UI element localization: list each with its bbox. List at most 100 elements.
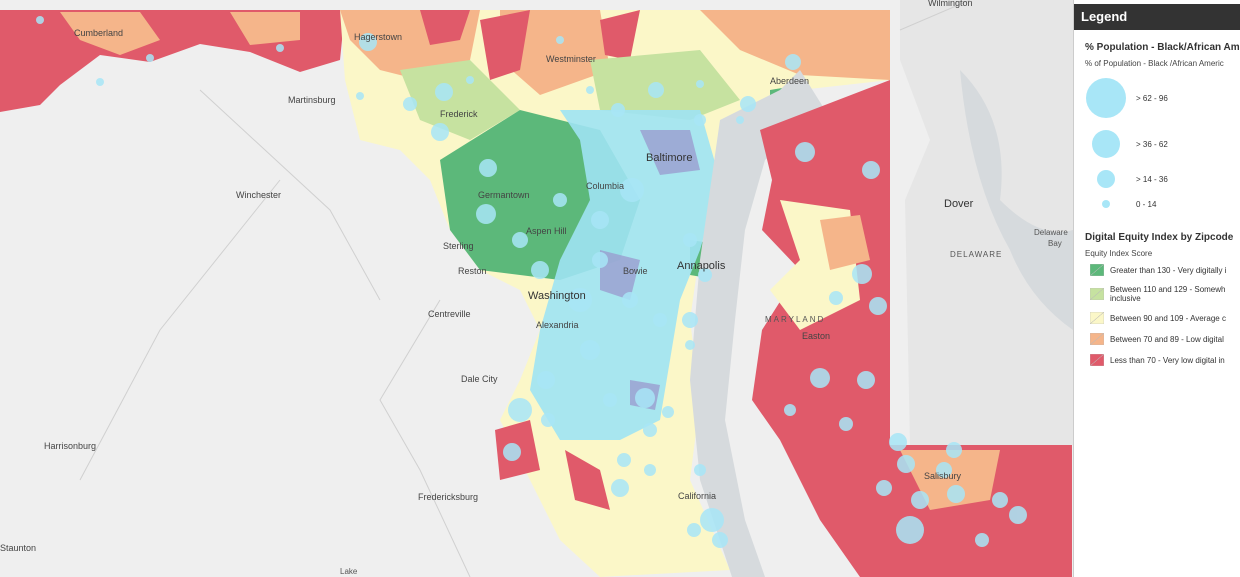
legend-label: Less than 70 - Very low digital in xyxy=(1110,355,1225,365)
population-circle xyxy=(862,161,880,179)
legend-circle xyxy=(1097,170,1115,188)
legend-label-block: Between 110 and 129 - Somewh inclusive xyxy=(1110,285,1225,303)
legend-row: Between 90 and 109 - Average c xyxy=(1074,312,1240,324)
population-circle xyxy=(276,44,284,52)
population-circle xyxy=(586,86,594,94)
population-circle xyxy=(975,533,989,547)
place-label: Harrisonburg xyxy=(44,441,96,451)
water-label: Bay xyxy=(1048,239,1062,248)
place-label: Staunton xyxy=(0,543,36,553)
zip-low xyxy=(60,12,300,55)
legend-row: 0 - 14 xyxy=(1074,194,1240,214)
population-circle xyxy=(682,312,698,328)
legend-label: > 14 - 36 xyxy=(1136,174,1168,184)
legend-label: 0 - 14 xyxy=(1136,199,1157,209)
population-circle xyxy=(431,123,449,141)
population-circle xyxy=(644,464,656,476)
legend-symbol xyxy=(1090,264,1104,276)
population-circle xyxy=(617,453,631,467)
population-circle xyxy=(503,443,521,461)
legend-symbol xyxy=(1086,78,1126,118)
population-circle xyxy=(359,33,377,51)
population-circle xyxy=(508,398,532,422)
population-circle xyxy=(696,80,704,88)
population-circle xyxy=(620,178,644,202)
population-circle xyxy=(712,532,728,548)
population-circle xyxy=(653,313,667,327)
population-circle xyxy=(876,480,892,496)
legend-swatch xyxy=(1090,333,1104,345)
legend-row: Between 70 and 89 - Low digital xyxy=(1074,333,1240,345)
population-circle xyxy=(580,340,600,360)
legend-label: > 36 - 62 xyxy=(1136,139,1168,149)
place-label: Aspen Hill xyxy=(526,226,567,236)
place-label: Winchester xyxy=(236,190,281,200)
map: Wilmington Cumberland Hagerstown Westmin… xyxy=(0,0,1073,577)
field-name: % of Population - Black /African Americ xyxy=(1085,59,1224,68)
legend-label: Between 110 and 129 - Somewh xyxy=(1110,285,1226,294)
population-circle xyxy=(685,340,695,350)
place-label: Dale City xyxy=(461,374,498,384)
population-circle xyxy=(897,455,915,473)
legend-symbol xyxy=(1092,130,1120,158)
legend-label: inclusive xyxy=(1110,294,1141,303)
place-label: Martinsburg xyxy=(288,95,336,105)
population-circle xyxy=(643,423,657,437)
place-label: Salisbury xyxy=(924,471,962,481)
place-label: Columbia xyxy=(586,181,624,191)
legend-circle xyxy=(1086,78,1126,118)
place-label: Bowie xyxy=(623,266,648,276)
delaware xyxy=(900,0,1073,445)
population-circle xyxy=(36,16,44,24)
chesapeake-bay xyxy=(690,70,825,577)
legend-label: Between 90 and 109 - Average c xyxy=(1110,313,1226,323)
population-circle xyxy=(694,464,706,476)
population-circle xyxy=(784,404,796,416)
place-label: Easton xyxy=(802,331,830,341)
population-circle xyxy=(829,291,843,305)
population-circle xyxy=(889,433,907,451)
population-circle xyxy=(648,82,664,98)
place-label: Westminster xyxy=(546,54,596,64)
legend-label-block: Between 70 and 89 - Low digital xyxy=(1110,335,1224,344)
legend-swatch xyxy=(1090,312,1104,324)
water xyxy=(960,70,1073,330)
population-circle xyxy=(698,268,712,282)
population-circle xyxy=(435,83,453,101)
place-label: Hagerstown xyxy=(354,32,402,42)
legend-circle xyxy=(1092,130,1120,158)
place-label: Washington xyxy=(528,290,586,302)
population-circle xyxy=(466,76,474,84)
place-label: Baltimore xyxy=(646,152,692,164)
legend-row: Between 110 and 129 - Somewh inclusive xyxy=(1074,285,1240,303)
field-name: Equity Index Score xyxy=(1085,249,1153,258)
population-circle xyxy=(592,252,608,268)
legend-label-block: Between 90 and 109 - Average c xyxy=(1110,314,1226,323)
place-label: Fredericksburg xyxy=(418,492,478,502)
population-circles xyxy=(36,16,1027,548)
place-label: Wilmington xyxy=(928,0,973,8)
population-circle xyxy=(556,36,564,44)
legend-row: > 14 - 36 xyxy=(1074,164,1240,194)
legend-label: > 62 - 96 xyxy=(1136,93,1168,103)
legend-symbol xyxy=(1090,333,1104,345)
population-circle xyxy=(553,193,567,207)
place-label: California xyxy=(678,491,716,501)
population-circle xyxy=(694,114,706,126)
place-label: Germantown xyxy=(478,190,530,200)
population-circle xyxy=(611,103,625,117)
legend-header[interactable]: Legend xyxy=(1074,4,1240,30)
place-label: Centreville xyxy=(428,309,471,319)
legend-row: Greater than 130 - Very digitally i xyxy=(1074,264,1240,276)
population-circle xyxy=(568,288,592,312)
population-circle xyxy=(687,523,701,537)
population-circle xyxy=(356,92,364,100)
population-circle xyxy=(946,442,962,458)
population-circle xyxy=(611,479,629,497)
place-label: Aberdeen xyxy=(770,76,809,86)
place-label: Cumberland xyxy=(74,28,123,38)
zip-very-low xyxy=(420,10,640,80)
population-circle xyxy=(1009,506,1027,524)
legend-symbol xyxy=(1090,288,1104,300)
place-label: Annapolis xyxy=(677,260,726,272)
